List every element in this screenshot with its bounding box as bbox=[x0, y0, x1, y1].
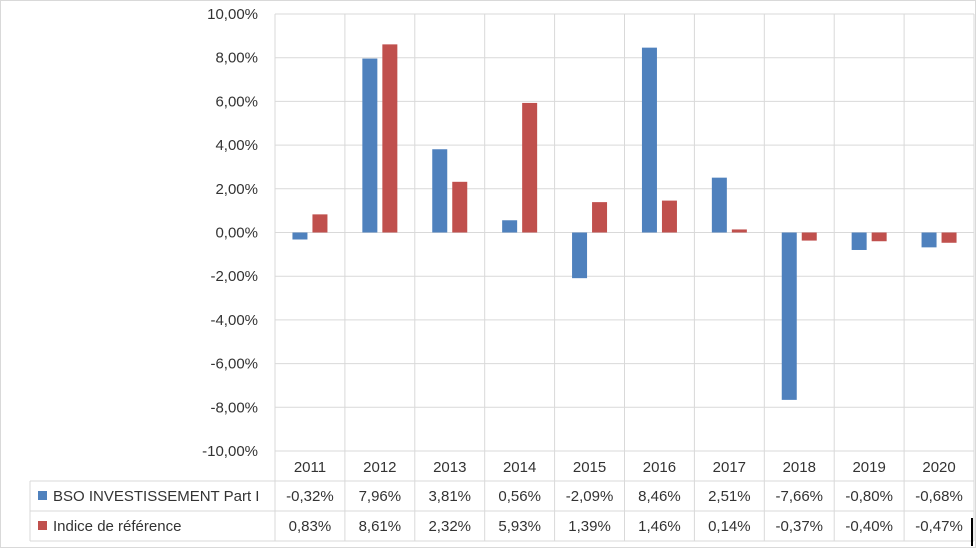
bar-bso bbox=[711, 177, 727, 233]
bar-indice bbox=[941, 232, 957, 243]
data-cell: 3,81% bbox=[428, 488, 471, 505]
category-label: 2013 bbox=[433, 459, 466, 476]
data-cell: -7,66% bbox=[775, 488, 823, 505]
y-tick-label: -6,00% bbox=[210, 356, 258, 373]
bar-indice bbox=[522, 102, 538, 233]
category-label: 2014 bbox=[503, 459, 536, 476]
y-tick-label: 6,00% bbox=[215, 93, 258, 110]
bar-indice bbox=[661, 200, 677, 233]
y-tick-label: -10,00% bbox=[202, 443, 258, 460]
series-name: BSO INVESTISSEMENT Part I bbox=[53, 488, 259, 505]
bar-bso bbox=[432, 149, 448, 233]
bar-bso bbox=[502, 220, 518, 233]
legend-key bbox=[38, 521, 47, 530]
data-cell: -2,09% bbox=[566, 488, 614, 505]
data-cell: 0,83% bbox=[289, 518, 332, 535]
data-cell: -0,40% bbox=[845, 518, 893, 535]
bar-bso bbox=[572, 232, 588, 279]
bar-bso bbox=[641, 47, 657, 233]
category-label: 2018 bbox=[783, 459, 816, 476]
y-tick-label: 8,00% bbox=[215, 50, 258, 67]
data-cell: 5,93% bbox=[498, 518, 541, 535]
y-tick-label: 4,00% bbox=[215, 137, 258, 154]
bar-bso bbox=[921, 232, 937, 248]
category-label: 2015 bbox=[573, 459, 606, 476]
bar-indice bbox=[452, 181, 468, 233]
bar-bso bbox=[292, 232, 308, 240]
data-cell: 8,61% bbox=[359, 518, 402, 535]
bar-indice bbox=[801, 232, 817, 241]
bar-indice bbox=[312, 214, 328, 233]
bar-bso bbox=[362, 58, 378, 233]
bar-bso bbox=[781, 232, 797, 400]
data-cell: -0,80% bbox=[845, 488, 893, 505]
data-cell: 0,14% bbox=[708, 518, 751, 535]
data-cell: -0,68% bbox=[915, 488, 963, 505]
y-tick-label: 0,00% bbox=[215, 225, 258, 242]
bar-indice bbox=[382, 44, 398, 233]
y-tick-label: 10,00% bbox=[207, 6, 258, 23]
y-tick-label: -8,00% bbox=[210, 399, 258, 416]
legend-key bbox=[38, 491, 47, 500]
data-cell: 2,51% bbox=[708, 488, 751, 505]
category-label: 2012 bbox=[363, 459, 396, 476]
category-label: 2011 bbox=[294, 459, 326, 476]
data-cell: 7,96% bbox=[359, 488, 402, 505]
bar-indice bbox=[731, 229, 747, 233]
bar-bso bbox=[851, 232, 867, 250]
bar-indice bbox=[592, 202, 608, 233]
bar-indice bbox=[871, 232, 887, 242]
category-label: 2017 bbox=[713, 459, 746, 476]
series-name: Indice de référence bbox=[53, 518, 181, 535]
data-cell: 1,39% bbox=[568, 518, 611, 535]
category-label: 2019 bbox=[852, 459, 885, 476]
data-cell: 1,46% bbox=[638, 518, 681, 535]
data-cell: 0,56% bbox=[498, 488, 541, 505]
text-cursor-mark bbox=[971, 518, 973, 546]
data-cell: -0,47% bbox=[915, 518, 963, 535]
data-cell: -0,37% bbox=[775, 518, 823, 535]
data-cell: 8,46% bbox=[638, 488, 681, 505]
category-label: 2016 bbox=[643, 459, 676, 476]
y-tick-label: 2,00% bbox=[215, 181, 258, 198]
y-tick-label: -2,00% bbox=[210, 268, 258, 285]
data-cell: -0,32% bbox=[286, 488, 334, 505]
y-tick-label: -4,00% bbox=[210, 312, 258, 329]
category-label: 2020 bbox=[922, 459, 955, 476]
data-cell: 2,32% bbox=[428, 518, 471, 535]
